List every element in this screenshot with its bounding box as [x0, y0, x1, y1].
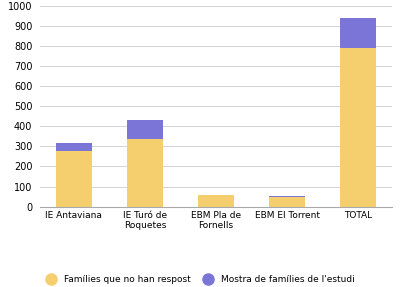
Bar	[127, 139, 163, 207]
Bar	[269, 197, 305, 207]
Bar	[56, 152, 92, 207]
Bar	[269, 196, 305, 197]
Bar	[198, 195, 234, 207]
Bar	[340, 48, 376, 207]
Bar	[127, 120, 163, 139]
Bar	[56, 143, 92, 152]
Bar	[340, 18, 376, 48]
Legend: Famílies que no han respost, Mostra de famílies de l'estudi: Famílies que no han respost, Mostra de f…	[38, 272, 358, 287]
